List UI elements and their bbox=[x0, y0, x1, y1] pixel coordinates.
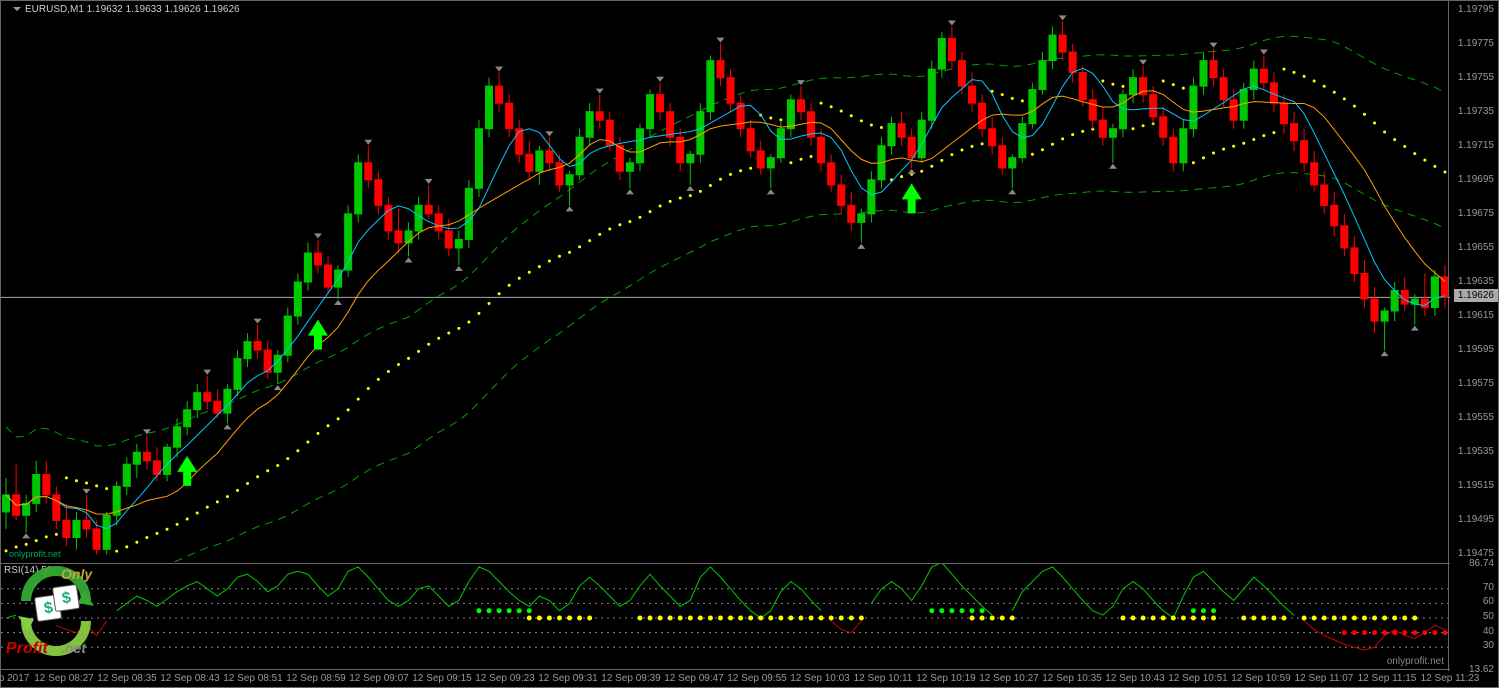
price-axis: 1.19795 1.19775 1.19755 1.19735 1.19715 1.196… bbox=[1448, 1, 1498, 563]
price-label: 1.19795 bbox=[1458, 4, 1494, 15]
time-label: 12 Sep 08:35 bbox=[97, 673, 157, 684]
time-label: 12 Sep 09:07 bbox=[349, 673, 409, 684]
time-label: 12 Sep 08:59 bbox=[286, 673, 346, 684]
chart-window: EURUSD,M1 1.19632 1.19633 1.19626 1.1962… bbox=[0, 0, 1499, 688]
indicator-level-label: 70 bbox=[1483, 582, 1494, 593]
indicator-level-label: 60 bbox=[1483, 596, 1494, 607]
time-label: 12 Sep 08:27 bbox=[34, 673, 94, 684]
time-label: 12 Sep 09:31 bbox=[538, 673, 598, 684]
logo-watermark: $ $ Only Profit .net bbox=[6, 561, 126, 661]
time-label: 12 Sep 11:15 bbox=[1358, 673, 1417, 684]
svg-text:Profit: Profit bbox=[6, 640, 48, 657]
price-label: 1.19575 bbox=[1458, 378, 1494, 389]
price-label: 1.19675 bbox=[1458, 208, 1494, 219]
price-label: 1.19555 bbox=[1458, 412, 1494, 423]
time-label: 12 Sep 09:15 bbox=[412, 673, 472, 684]
time-label: 12 Sep 08:43 bbox=[160, 673, 220, 684]
watermark-right: onlyprofit.net bbox=[1387, 656, 1444, 667]
dropdown-icon[interactable] bbox=[13, 7, 21, 11]
time-label: 12 Sep 10:35 bbox=[1042, 673, 1102, 684]
svg-text:.net: .net bbox=[61, 640, 87, 656]
indicator-axis: 86.74706050403013.62 bbox=[1448, 563, 1498, 671]
time-label: 12 Sep 08:51 bbox=[223, 673, 283, 684]
time-label: 12 Sep 09:47 bbox=[664, 673, 724, 684]
price-chart[interactable] bbox=[1, 1, 1450, 563]
price-label: 1.19775 bbox=[1458, 38, 1494, 49]
price-label: 1.19715 bbox=[1458, 140, 1494, 151]
price-label: 1.19515 bbox=[1458, 480, 1494, 491]
time-label: 12 Sep 10:27 bbox=[979, 673, 1039, 684]
time-label: 12 Sep 10:59 bbox=[1231, 673, 1291, 684]
watermark-left: onlyprofit.net bbox=[9, 549, 61, 559]
time-label: 12 Sep 11:23 bbox=[1421, 673, 1480, 684]
rsi-indicator[interactable] bbox=[1, 563, 1450, 671]
time-label: 12 Sep 10:03 bbox=[790, 673, 850, 684]
indicator-level-label: 30 bbox=[1483, 640, 1494, 651]
price-label: 1.19735 bbox=[1458, 106, 1494, 117]
time-axis: 12 Sep 201712 Sep 08:2712 Sep 08:3512 Se… bbox=[1, 669, 1450, 687]
indicator-level-label: 50 bbox=[1483, 611, 1494, 622]
time-label: 12 Sep 11:07 bbox=[1295, 673, 1354, 684]
time-label: 12 Sep 10:11 bbox=[854, 673, 913, 684]
price-label: 1.19755 bbox=[1458, 72, 1494, 83]
price-label: 1.19655 bbox=[1458, 242, 1494, 253]
time-label: 12 Sep 09:55 bbox=[727, 673, 787, 684]
time-label: 12 Sep 2017 bbox=[0, 673, 29, 684]
current-price-badge: 1.19626 bbox=[1454, 289, 1498, 302]
indicator-level-label: 40 bbox=[1483, 626, 1494, 637]
svg-text:Only: Only bbox=[61, 566, 93, 582]
time-label: 12 Sep 09:39 bbox=[601, 673, 661, 684]
price-label: 1.19615 bbox=[1458, 310, 1494, 321]
price-label: 1.19495 bbox=[1458, 514, 1494, 525]
price-label: 1.19695 bbox=[1458, 174, 1494, 185]
time-label: 12 Sep 10:43 bbox=[1105, 673, 1165, 684]
indicator-level-label: 86.74 bbox=[1469, 558, 1494, 569]
time-label: 12 Sep 10:51 bbox=[1168, 673, 1228, 684]
symbol-header: EURUSD,M1 1.19632 1.19633 1.19626 1.1962… bbox=[13, 4, 240, 15]
price-label: 1.19635 bbox=[1458, 276, 1494, 287]
time-label: 12 Sep 10:19 bbox=[916, 673, 976, 684]
price-label: 1.19535 bbox=[1458, 446, 1494, 457]
price-label: 1.19595 bbox=[1458, 344, 1494, 355]
time-label: 12 Sep 09:23 bbox=[475, 673, 535, 684]
